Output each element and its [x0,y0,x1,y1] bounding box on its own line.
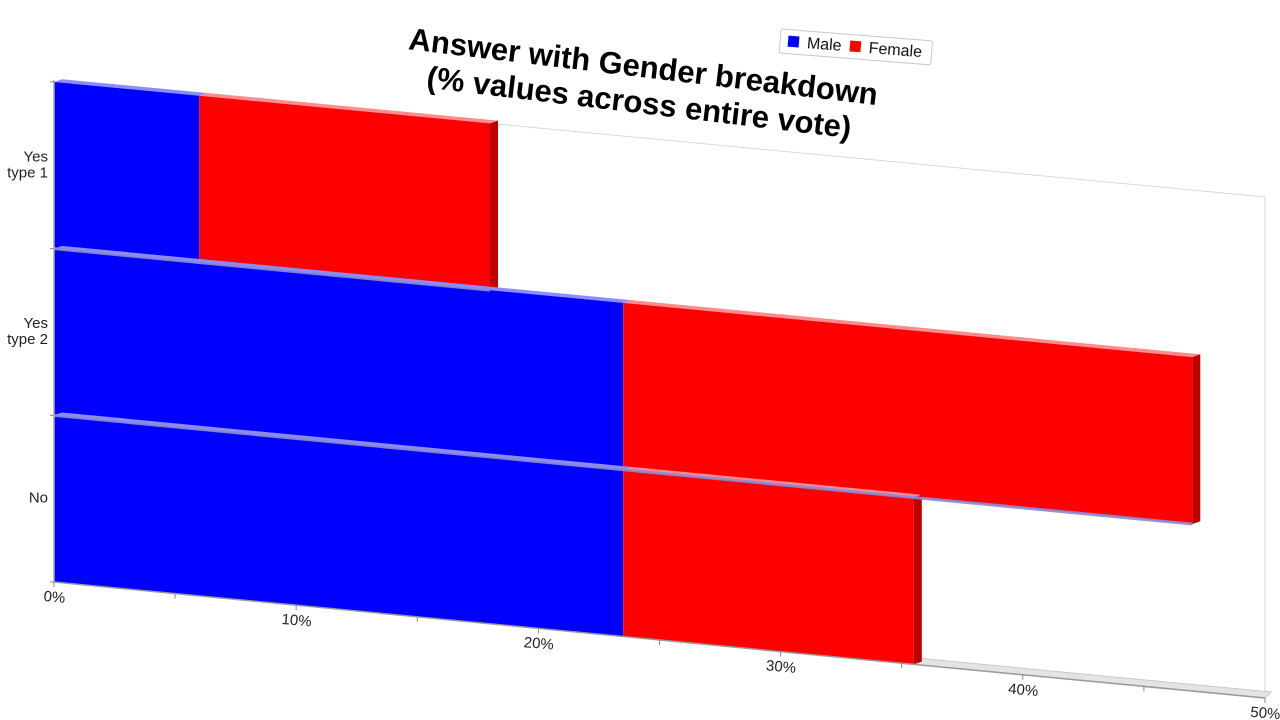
bar-male-0 [54,82,200,263]
bar-female-0 [199,95,491,291]
x-tick-label-3: 30% [765,657,796,677]
x-tick-label-0: 0% [43,588,66,607]
x-tick-label-1: 10% [281,611,312,631]
band-separator-1 [53,247,491,292]
axis-layer: Yes type 1 Yes type 2 No 0% 10% 20% 30% 40% 50% [7,80,1280,720]
band-separator-2 [53,413,1193,526]
bar-side-female-2 [913,494,922,665]
bar-top-female-0 [199,93,499,124]
bars-layer [53,79,1201,665]
bar-side-female-0 [490,120,498,291]
legend-label-male: Male [806,35,842,55]
bar-male-1 [54,248,624,470]
legend: Male Female [778,28,933,66]
bar-top-female-1 [623,300,1201,358]
bar-female-1 [623,302,1193,525]
x-tick-label-4: 40% [1007,681,1038,701]
x-tick-label-5: 50% [1250,704,1280,720]
category-label-0: Yes type 1 [7,148,48,181]
bar-male-2 [54,415,624,637]
category-label-1: Yes type 2 [7,315,48,348]
bar-female-2 [623,469,914,665]
category-label-2: No [29,490,48,507]
legend-swatch-male [787,35,800,48]
bar-side-female-1 [1192,354,1201,525]
legend-label-female: Female [868,40,923,61]
legend-swatch-female [849,40,862,53]
x-tick-label-2: 20% [523,634,554,654]
bar-top-male-0 [54,79,208,96]
